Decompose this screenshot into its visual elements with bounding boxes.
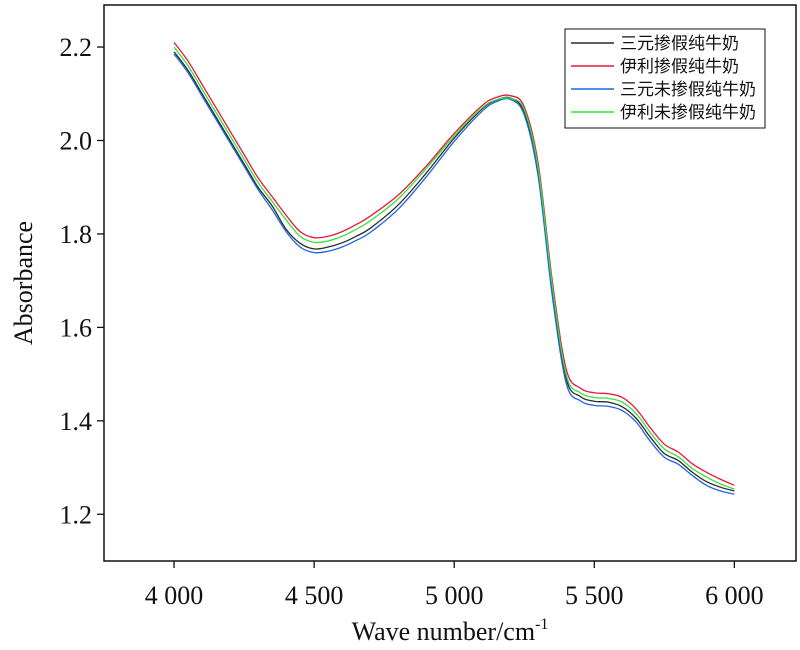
x-axis-title: Wave number/cm-1 [352,616,549,646]
series-line [173,41,735,486]
series-lines [173,41,735,495]
x-tick-label: 5 500 [565,581,624,610]
legend-label: 伊利未掺假纯牛奶 [620,103,756,123]
y-tick-label: 1.4 [60,407,93,436]
x-axis-ticks: 4 000 4 500 5 000 5 500 6 000 [145,561,764,610]
legend-label: 三元掺假纯牛奶 [620,34,739,54]
series-line [173,46,735,490]
y-axis-title: Absorbance [9,221,38,345]
y-tick-label: 1.8 [60,220,93,249]
y-axis-ticks: 1.2 1.4 1.6 1.8 2.0 2.2 [60,33,104,529]
x-axis-title-superscript: -1 [535,616,548,633]
series-line [173,53,735,495]
y-tick-label: 1.6 [60,313,93,342]
y-tick-label: 2.2 [60,33,93,62]
legend-label: 伊利掺假纯牛奶 [620,57,739,77]
x-tick-label: 6 000 [705,581,764,610]
y-tick-label: 1.2 [60,500,93,529]
x-tick-label: 4 000 [145,581,204,610]
plot-frame [103,4,797,562]
x-tick-label: 4 500 [285,581,344,610]
legend-label: 三元未掺假纯牛奶 [620,80,756,100]
x-axis-title-text: Wave number/cm [352,617,535,646]
y-tick-label: 2.0 [60,126,93,155]
x-tick-label: 5 000 [425,581,484,610]
